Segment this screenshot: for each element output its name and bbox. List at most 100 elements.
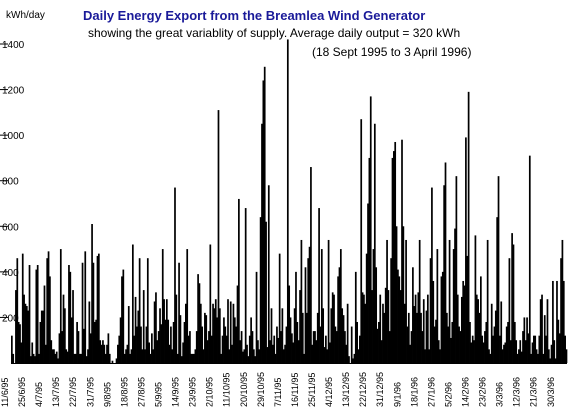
bar: [539, 299, 542, 363]
bar: [417, 292, 420, 363]
bar: [144, 349, 146, 363]
bar: [125, 349, 127, 363]
bar: [378, 321, 380, 363]
bar: [436, 249, 439, 363]
y-tick-label: 400: [2, 268, 19, 279]
bar: [312, 331, 315, 363]
bar: [546, 299, 549, 363]
bar: [212, 303, 214, 363]
bar: [214, 299, 217, 363]
bar: [228, 349, 231, 363]
bar: [69, 271, 72, 363]
bar: [333, 294, 335, 363]
bar: [238, 198, 240, 363]
bar: [497, 176, 500, 363]
bar: [179, 315, 182, 363]
x-tick-label: 9/1/96: [392, 382, 402, 407]
bar: [545, 335, 547, 363]
bar: [439, 349, 441, 363]
bar: [46, 258, 49, 363]
bar: [35, 269, 38, 363]
bar: [410, 331, 413, 363]
bar: [131, 244, 134, 363]
bar: [76, 321, 78, 363]
bar: [141, 349, 144, 363]
bar: [61, 331, 64, 363]
bar: [84, 251, 87, 363]
x-ticks-group: 11/6/95 25/6/95 4/7/95 13/7/95 22/7/95 31/7/9…: [0, 372, 556, 407]
y-ticks-group: 200 400 600 800 1000 1200 1400: [0, 40, 25, 324]
bar: [262, 80, 265, 364]
bar: [365, 253, 368, 363]
bar: [254, 356, 257, 363]
bar: [329, 342, 331, 363]
bar: [319, 326, 322, 363]
x-tick-label: 14/9/95: [171, 377, 181, 407]
bar: [266, 347, 269, 363]
x-tick-label: 25/6/95: [17, 377, 27, 407]
bar: [54, 353, 57, 363]
bar: [142, 290, 145, 363]
bar: [301, 312, 304, 363]
x-tick-label: 14/2/96: [461, 377, 471, 407]
bar: [165, 299, 168, 363]
bar: [372, 249, 375, 363]
bar: [255, 271, 258, 363]
bar: [441, 271, 444, 363]
bar: [363, 294, 365, 363]
bar: [500, 301, 503, 363]
bar: [243, 349, 246, 363]
bar: [337, 276, 339, 363]
bar: [39, 321, 42, 363]
bar: [92, 262, 95, 363]
bar: [205, 315, 208, 363]
bar: [164, 319, 167, 363]
bar: [55, 351, 58, 363]
bar: [456, 294, 459, 363]
bar: [485, 321, 488, 363]
bar: [437, 340, 440, 363]
bar: [95, 319, 97, 363]
bar: [318, 208, 320, 363]
bar: [556, 280, 558, 363]
bar: [189, 331, 191, 363]
bar: [443, 185, 445, 363]
bar: [102, 340, 104, 363]
bar: [494, 310, 497, 363]
bar: [74, 353, 77, 363]
bar: [21, 253, 24, 363]
bar: [272, 344, 274, 363]
bar: [197, 274, 199, 363]
bar: [535, 349, 538, 363]
bar: [204, 312, 206, 363]
bar: [463, 285, 466, 363]
bar: [426, 294, 429, 363]
bar: [99, 340, 102, 363]
bar: [281, 308, 284, 363]
x-tick-label: 5/2/96: [443, 382, 453, 407]
bar: [462, 280, 465, 363]
bar: [357, 349, 360, 363]
bar: [331, 292, 334, 363]
bar: [134, 296, 137, 363]
bar: [182, 342, 184, 363]
bar: [420, 312, 422, 363]
bar: [168, 344, 171, 363]
x-tick-label: 31/7/95: [85, 377, 95, 407]
bar: [471, 335, 474, 363]
bar: [489, 353, 492, 363]
x-tick-label: 23/9/95: [188, 377, 198, 407]
bar: [422, 299, 425, 363]
bar: [24, 303, 27, 363]
bar: [42, 310, 44, 363]
bar: [341, 308, 344, 363]
bar: [368, 157, 371, 363]
bar: [307, 258, 310, 363]
bar: [227, 299, 229, 363]
bar: [474, 235, 477, 363]
bar: [432, 280, 435, 363]
y-tick-label: 200: [2, 313, 19, 324]
x-tick-label: 5/9/95: [154, 382, 164, 407]
bar: [251, 331, 254, 363]
bar: [359, 335, 361, 363]
